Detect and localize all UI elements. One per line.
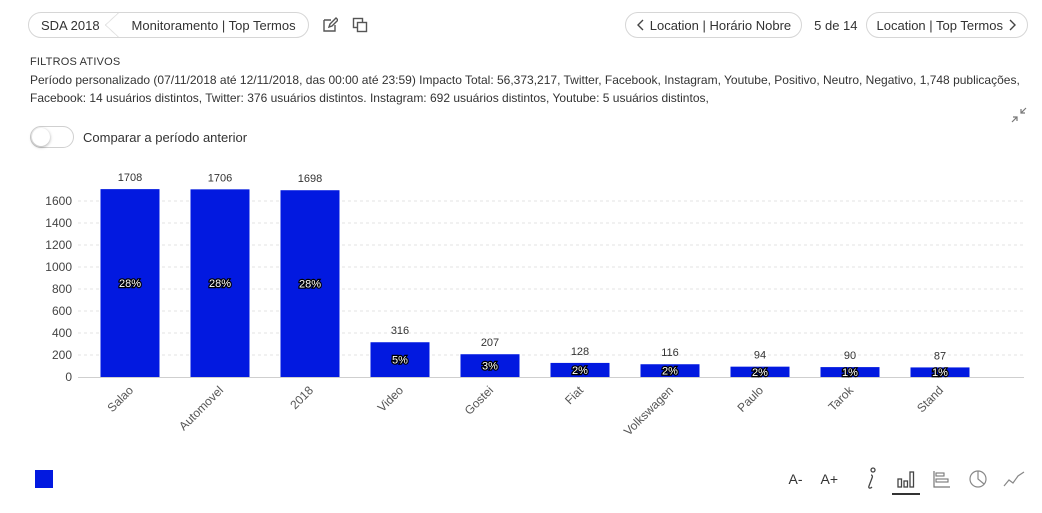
bar-percent-label: 5% [392,355,408,367]
toggle-knob [32,128,50,146]
bar[interactable] [100,189,160,377]
horizontal-bar-icon[interactable] [928,465,956,493]
breadcrumb-project[interactable]: SDA 2018 [29,13,119,37]
chart-toolbar: A- A+ [788,464,1028,495]
compare-previous: Comparar a período anterior [30,126,247,148]
x-category-label: 2018 [287,383,316,412]
bar-percent-label: 28% [209,278,231,290]
x-category-label: Salao [105,383,137,415]
edit-icon[interactable] [321,16,339,34]
bar-percent-label: 2% [752,367,768,379]
x-category-label: Paulo [735,383,767,415]
page-indicator: 5 de 14 [814,17,858,33]
filters-title: FILTROS ATIVOS [30,56,121,68]
bar[interactable] [910,367,970,377]
bar-value-label: 128 [571,346,589,358]
filters-description: Período personalizado (07/11/2018 até 12… [30,73,1020,105]
bar-percent-label: 2% [662,366,678,378]
y-tick-label: 400 [52,326,72,340]
bar-chart-icon[interactable] [892,465,920,495]
bar-percent-label: 28% [119,278,141,290]
bar-value-label: 87 [934,350,946,362]
y-tick-label: 1200 [45,238,72,252]
prev-report-button[interactable]: Location | Horário Nobre [624,12,803,38]
chevron-right-icon [1009,19,1016,31]
x-category-label: Volkswagen [621,383,676,438]
breadcrumb-box: SDA 2018 Monitoramento | Top Termos [28,12,309,38]
bar-percent-label: 2% [572,365,588,377]
x-category-label: Fiat [562,383,587,408]
legend-swatch[interactable] [35,470,53,488]
bar[interactable] [820,367,880,377]
y-tick-label: 800 [52,282,72,296]
bar-value-label: 1706 [208,172,232,184]
y-tick-label: 600 [52,304,72,318]
collapse-icon[interactable] [1010,106,1028,124]
bar[interactable] [550,362,610,377]
prev-report-label: Location | Horário Nobre [649,17,792,33]
copy-icon[interactable] [351,16,369,34]
breadcrumb-report[interactable]: Monitoramento | Top Termos [131,17,296,33]
bar[interactable] [460,354,520,377]
bar-percent-label: 3% [482,361,498,373]
y-tick-label: 0 [65,370,72,384]
bar-value-label: 116 [661,347,679,359]
x-category-label: Video [375,383,407,415]
font-decrease-button[interactable]: A- [788,471,803,487]
y-tick-label: 200 [52,348,72,362]
bar-value-label: 1708 [118,172,142,184]
bar-percent-label: 1% [842,367,858,379]
x-category-label: Tarok [825,383,856,414]
bar-value-label: 94 [754,350,766,362]
bar-value-label: 316 [391,325,409,337]
x-category-label: Automovel [176,383,226,433]
bar-value-label: 207 [481,337,499,349]
bar[interactable] [730,366,790,377]
bar[interactable] [640,364,700,377]
bar-chart: 0 200 400 600 800 1000 1200 1400 1600 1708 28% Sala… [45,172,1024,438]
y-tick-label: 1600 [45,194,72,208]
font-increase-button[interactable]: A+ [820,471,838,487]
bar-value-label: 90 [844,350,856,362]
chevron-left-icon [636,19,644,31]
bar-percent-label: 1% [932,367,948,379]
bar-value-label: 1698 [298,173,322,185]
line-chart-icon[interactable] [1000,465,1028,493]
bar[interactable] [280,190,340,377]
bar[interactable] [190,189,250,377]
compare-label: Comparar a período anterior [83,129,248,145]
active-filters: FILTROS ATIVOS Período personalizado (07… [30,56,1020,107]
next-report-button[interactable]: Location | Top Termos [865,12,1028,38]
report-pager: Location | Horário Nobre 5 de 14 Locatio… [624,12,1028,38]
y-tick-label: 1400 [45,216,72,230]
x-category-label: Stand [914,383,946,415]
compare-toggle[interactable] [30,126,74,148]
pie-chart-icon[interactable] [964,465,992,493]
bar-percent-label: 28% [299,279,321,291]
next-report-label: Location | Top Termos [876,17,1003,33]
x-category-label: Gostei [462,383,496,417]
info-icon[interactable] [856,465,884,493]
top-bar: SDA 2018 Monitoramento | Top Termos Loca… [28,12,1028,38]
breadcrumb: SDA 2018 Monitoramento | Top Termos [28,12,369,38]
y-tick-label: 1000 [45,260,72,274]
bar[interactable] [370,342,430,377]
